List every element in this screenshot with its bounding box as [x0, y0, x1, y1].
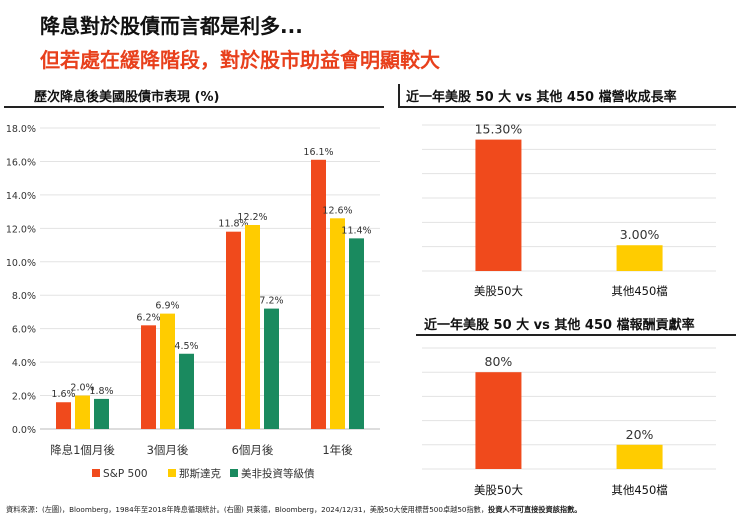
- revenue-chart-bar-value-label: 15.30%: [475, 122, 523, 137]
- revenue-chart-category-label: 美股50大: [474, 284, 524, 298]
- contribution-chart-bar-value-label: 20%: [626, 427, 654, 442]
- left-bar-value-label: 12.6%: [322, 205, 352, 216]
- left-y-tick-label: 0.0%: [12, 425, 36, 436]
- left-bar-value-label: 12.2%: [237, 212, 267, 223]
- left-bar-value-label: 6.9%: [155, 301, 179, 312]
- headline-line-1: 降息對於股債而言都是利多...: [40, 14, 303, 38]
- left-bar-value-label: 16.1%: [303, 147, 333, 158]
- right-bottom-chart-title-rule: [416, 334, 736, 336]
- right-top-chart-title-rule: [398, 106, 736, 108]
- revenue-chart-bar-other450: [616, 245, 663, 271]
- left-chart-title-rule: [4, 106, 384, 108]
- right-top-chart-title: 近一年美股 50 大 vs 其他 450 檔營收成長率: [406, 90, 677, 105]
- contribution-chart-bar-top50: [475, 372, 522, 469]
- left-y-tick-label: 6.0%: [12, 325, 36, 336]
- left-bar-value-label: 4.5%: [174, 341, 198, 352]
- footer-note: 資料來源：(左圖)，Bloomberg，1984年至2018年降息循環統計。(右…: [6, 505, 736, 515]
- contribution-chart-category-label: 美股50大: [474, 483, 524, 497]
- left-y-tick-label: 14.0%: [6, 191, 36, 202]
- legend-swatch-1: [168, 469, 176, 477]
- right-bottom-chart-title: 近一年美股 50 大 vs 其他 450 檔報酬貢獻率: [424, 318, 695, 333]
- left-bar-value-label: 1.6%: [51, 389, 75, 400]
- left-bar-sp500: [141, 325, 156, 429]
- contribution-chart-bar-other450: [616, 444, 663, 469]
- left-y-tick-label: 12.0%: [6, 224, 36, 235]
- contribution-chart-bar-value-label: 80%: [485, 354, 513, 369]
- left-x-category-label: 3個月後: [147, 443, 189, 457]
- right-top-title-marker: [398, 84, 400, 108]
- left-bar-high-yield: [179, 353, 194, 429]
- left-x-category-label: 6個月後: [232, 443, 274, 457]
- left-bar-sp500: [56, 402, 71, 429]
- footer-disclaimer: 投資人不可直接投資該指數。: [488, 505, 582, 514]
- left-x-category-label: 降息1個月後: [50, 443, 115, 457]
- revenue-chart-bar-value-label: 3.00%: [620, 227, 660, 242]
- legend-label-2: 美非投資等級債: [241, 467, 315, 480]
- left-bar-sp500: [226, 231, 241, 429]
- left-bar-value-label: 1.8%: [89, 386, 113, 397]
- left-bar-high-yield: [264, 308, 279, 429]
- revenue-chart-category-label: 其他450檔: [611, 284, 667, 298]
- left-bar-nasdaq: [160, 313, 175, 429]
- left-y-tick-label: 8.0%: [12, 291, 36, 302]
- legend-swatch-2: [230, 469, 238, 477]
- left-bar-value-label: 7.2%: [259, 296, 283, 307]
- left-bar-value-label: 2.0%: [70, 383, 94, 394]
- headline-line-2: 但若處在緩降階段，對於股市助益會明顯較大: [40, 48, 440, 72]
- left-bar-sp500: [311, 159, 326, 429]
- footer-source: 資料來源：(左圖)，Bloomberg，1984年至2018年降息循環統計。(右…: [6, 505, 489, 514]
- legend-swatch-0: [92, 469, 100, 477]
- left-x-category-label: 1年後: [322, 443, 353, 457]
- revenue-chart-bar-top50: [475, 139, 522, 271]
- left-y-tick-label: 4.0%: [12, 358, 36, 369]
- left-bar-value-label: 11.4%: [341, 225, 371, 236]
- left-bar-high-yield: [349, 238, 364, 429]
- left-y-tick-label: 10.0%: [6, 258, 36, 269]
- left-y-tick-label: 2.0%: [12, 392, 36, 403]
- left-bar-value-label: 11.8%: [218, 219, 248, 230]
- left-bar-nasdaq: [245, 224, 260, 429]
- left-bar-nasdaq: [75, 395, 90, 429]
- left-bar-nasdaq: [330, 218, 345, 429]
- contribution-chart-category-label: 其他450檔: [611, 483, 667, 497]
- left-y-tick-label: 18.0%: [6, 124, 36, 135]
- left-bar-high-yield: [94, 398, 109, 429]
- left-chart-title: 歷次降息後美國股債市表現 (%): [34, 90, 220, 105]
- legend-label-1: 那斯達克: [179, 467, 221, 480]
- left-bar-value-label: 6.2%: [136, 312, 160, 323]
- legend-label-0: S&P 500: [103, 468, 148, 480]
- left-y-tick-label: 16.0%: [6, 157, 36, 168]
